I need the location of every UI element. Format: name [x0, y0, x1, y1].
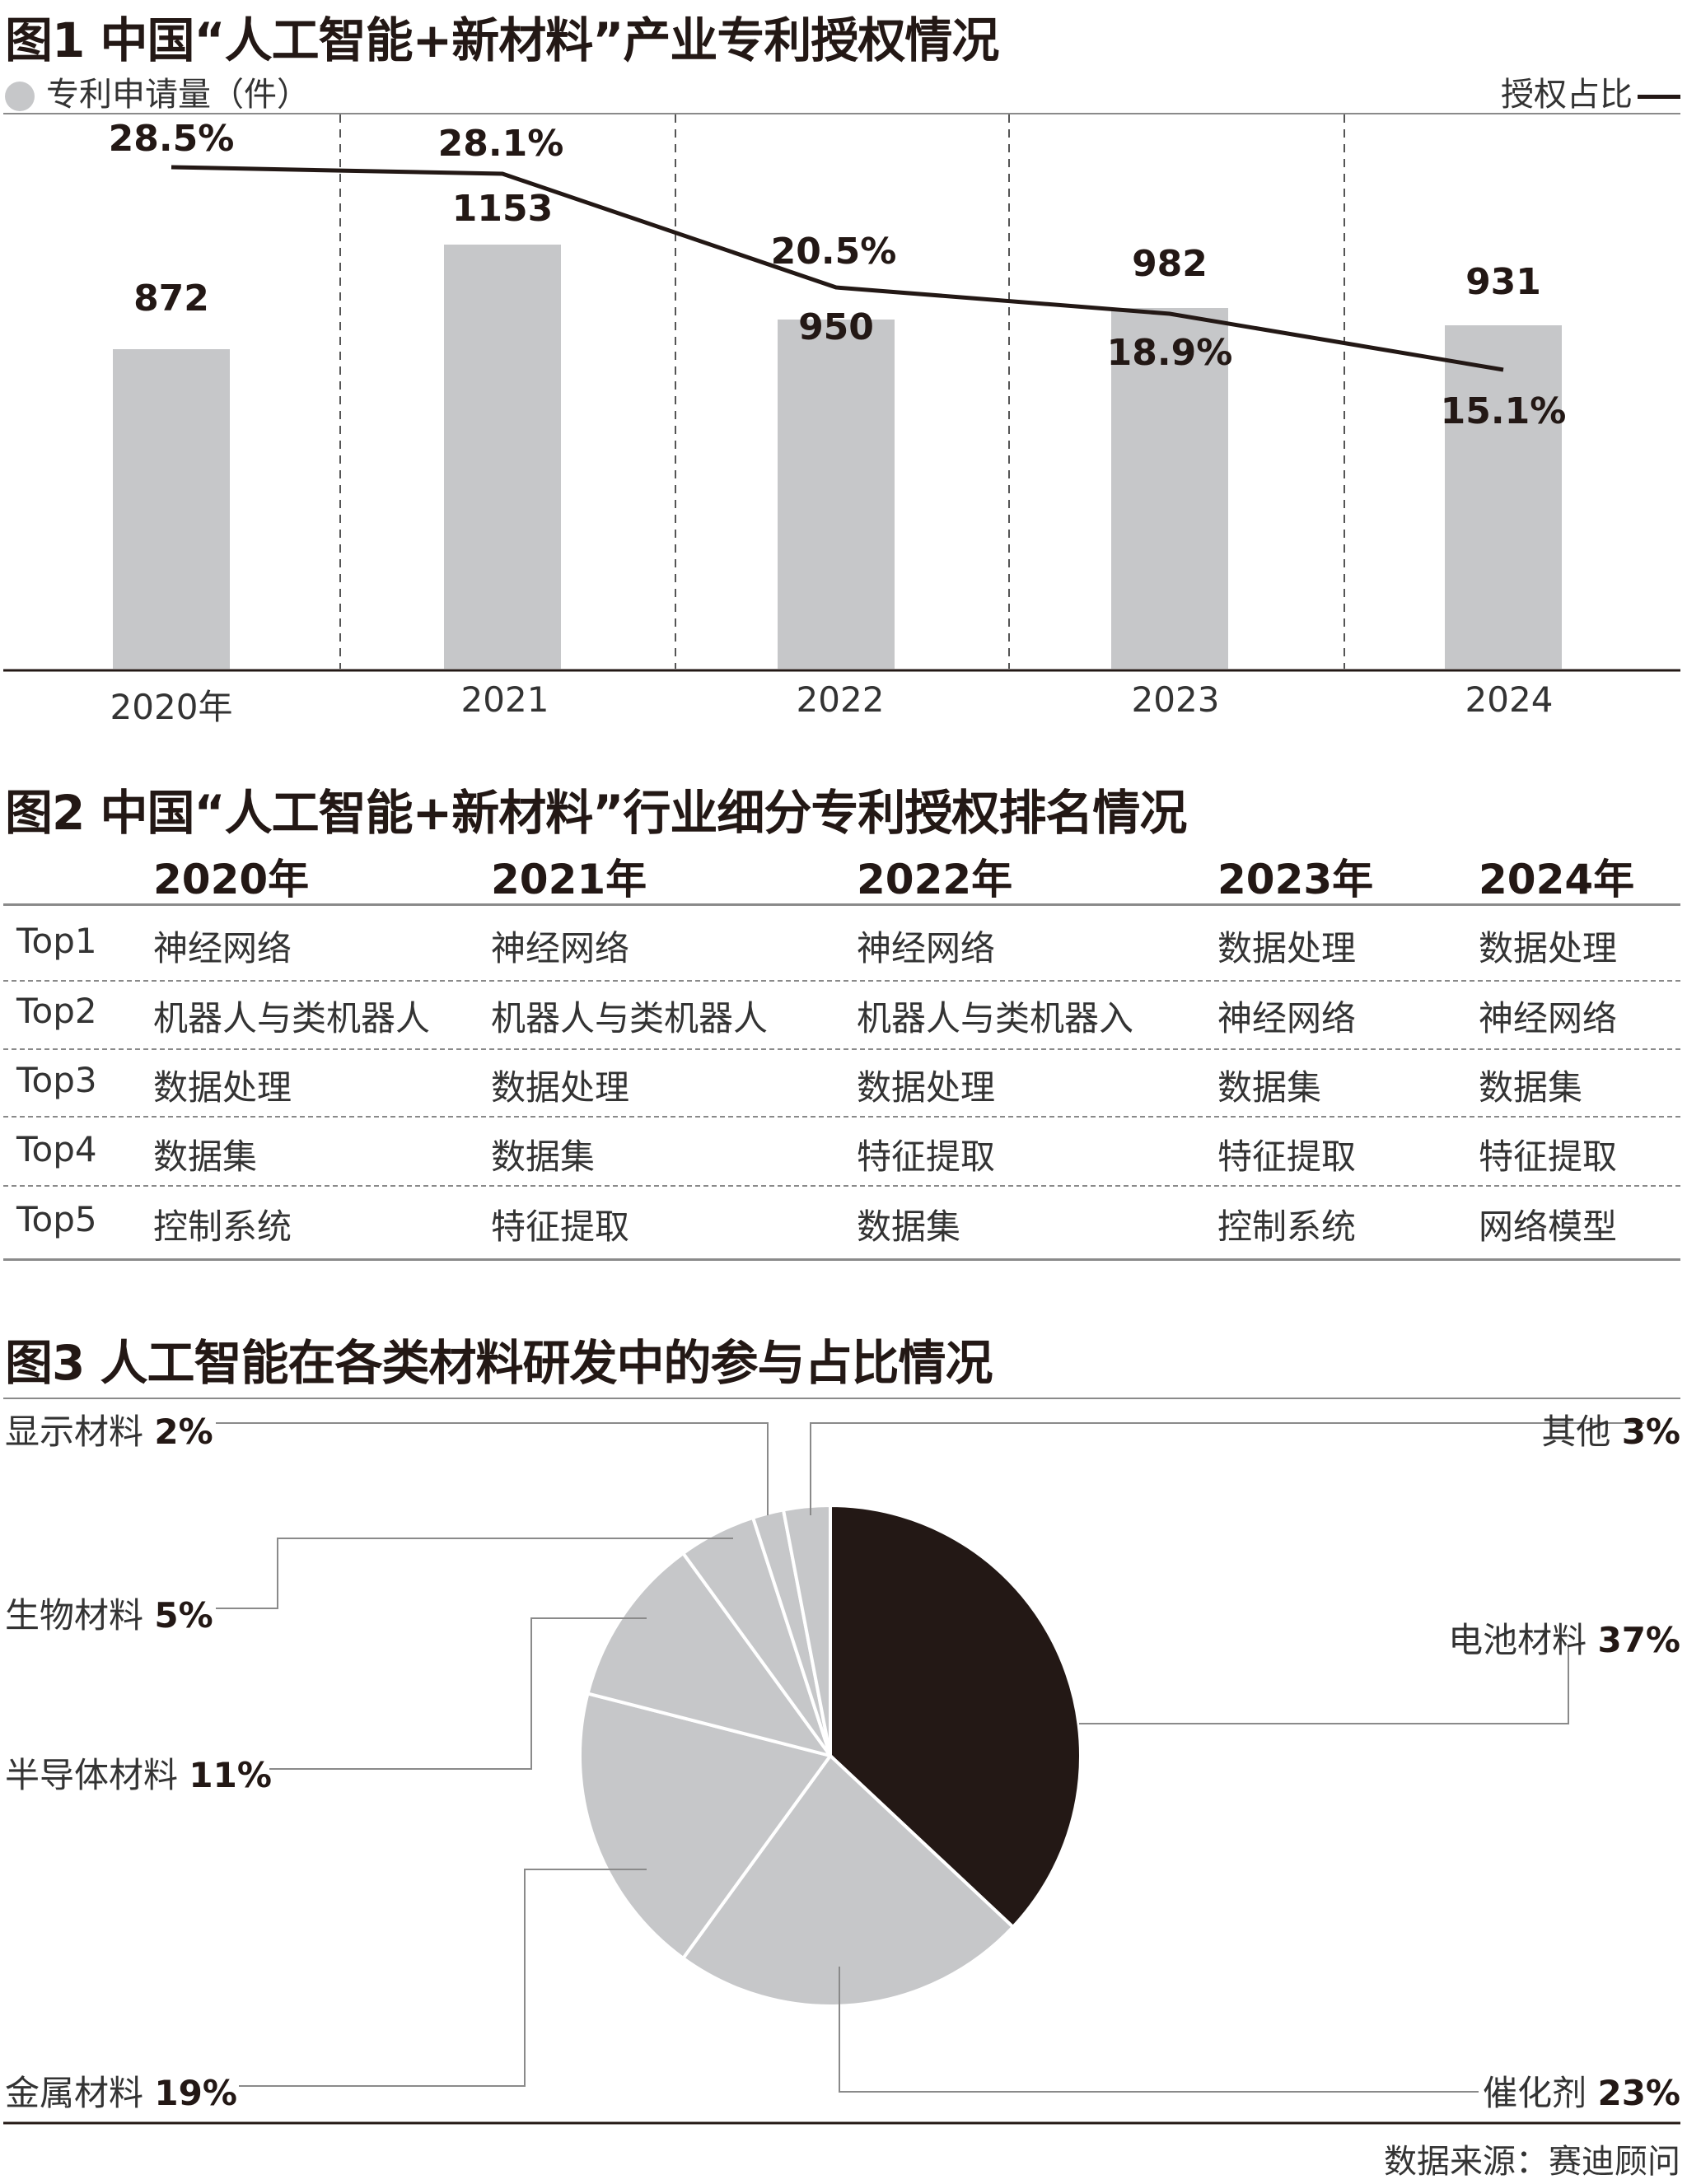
legend-bar-label: 专利申请量（件） [46, 76, 310, 114]
cell: 特征提取 [1479, 1136, 1618, 1177]
row-divider [3, 980, 1680, 982]
table-header-rule [3, 903, 1680, 906]
cell: 数据处理 [153, 1067, 292, 1108]
x-label-2024: 2024 [1465, 679, 1554, 720]
cell: 特征提取 [857, 1136, 996, 1177]
cell: 神经网络 [857, 928, 996, 968]
row-divider [3, 1048, 1680, 1050]
bar-2022 [778, 320, 895, 669]
cell: 神经网络 [153, 928, 292, 968]
x-label-2023: 2023 [1131, 679, 1220, 720]
ratio-value-2024: 15.1% [1440, 390, 1567, 432]
rank-label: Top1 [16, 921, 97, 961]
pie-label-display: 显示材料 2% [5, 1412, 213, 1452]
legend-line-label: 授权占比 [1501, 76, 1633, 114]
cell: 控制系统 [153, 1206, 292, 1247]
figure1-title: 图1 中国“人工智能+新材料”产业专利授权情况 [5, 12, 999, 68]
slice-catalyst [681, 1754, 1015, 2008]
ratio-line [171, 165, 1504, 372]
bar-2023 [1111, 308, 1228, 669]
x-label-2022: 2022 [796, 679, 885, 720]
table-row: Top5 控制系统 特征提取 数据集 控制系统 网络模型 [0, 1199, 1687, 1247]
table-bottom-rule [3, 1258, 1680, 1261]
legend-line: 授权占比 [1501, 68, 1680, 115]
cell: 数据集 [491, 1136, 596, 1177]
bar-value-2022: 950 [798, 306, 874, 348]
table-row: Top4 数据集 数据集 特征提取 特征提取 特征提取 [0, 1129, 1687, 1177]
cell: 神经网络 [1217, 998, 1357, 1038]
rank-label: Top4 [16, 1129, 97, 1169]
bars [113, 245, 1562, 669]
rank-label: Top2 [16, 991, 97, 1031]
x-label-2020: 2020年 [110, 687, 233, 727]
year-separators [339, 114, 1345, 669]
cell: 网络模型 [1479, 1206, 1618, 1247]
leader-lines [216, 1422, 1644, 2093]
row-divider [3, 1185, 1680, 1187]
bar-2024 [1445, 325, 1562, 669]
cell: 特征提取 [1217, 1136, 1357, 1177]
cell: 机器人与类机器人 [491, 998, 769, 1038]
cell: 机器人与类机器人 [153, 998, 431, 1038]
legend-bar-swatch-icon [5, 82, 35, 111]
figure3-top-rule [3, 1398, 1680, 1399]
pie-label-battery: 电池材料 37% [1448, 1620, 1680, 1660]
figure3-title: 图3 人工智能在各类材料研发中的参与占比情况 [5, 1335, 993, 1391]
legend-bar: 专利申请量（件） [5, 68, 310, 115]
cell: 数据集 [1479, 1067, 1583, 1108]
bar-value-2024: 931 [1465, 261, 1541, 303]
ratio-value-2021: 28.1% [437, 123, 564, 165]
cell: 控制系统 [1217, 1206, 1357, 1247]
pie-label-catalyst: 催化剂 23% [1483, 2073, 1680, 2113]
figure1-top-rule [3, 113, 1680, 114]
cell: 数据处理 [857, 1067, 996, 1108]
x-label-2021: 2021 [460, 679, 549, 720]
rank-label: Top3 [16, 1060, 97, 1100]
col-header-2024: 2024年 [1479, 856, 1635, 903]
table-row: Top1 神经网络 神经网络 神经网络 数据处理 数据处理 [0, 921, 1687, 968]
col-header-2021: 2021年 [491, 856, 647, 903]
ratio-value-2020: 28.5% [108, 118, 235, 160]
slice-metal [577, 1692, 832, 1960]
cell: 数据集 [857, 1206, 961, 1247]
ratio-value-2023: 18.9% [1106, 332, 1233, 374]
slice-battery [829, 1504, 1082, 1929]
bar-value-2023: 982 [1132, 243, 1208, 285]
legend-line-swatch-icon [1638, 94, 1680, 99]
cell: 特征提取 [491, 1206, 630, 1247]
table-row: Top3 数据处理 数据处理 数据处理 数据集 数据集 [0, 1060, 1687, 1108]
pie-label-metal: 金属材料 19% [5, 2073, 237, 2113]
cell: 数据集 [1217, 1067, 1322, 1108]
cell: 神经网络 [491, 928, 630, 968]
bar-2021 [444, 245, 561, 669]
figure1-plot [3, 114, 1680, 672]
slice-semiconductor [586, 1552, 832, 1757]
cell: 神经网络 [1479, 998, 1618, 1038]
col-header-2023: 2023年 [1217, 856, 1374, 903]
cell: 数据处理 [1479, 928, 1618, 968]
cell: 数据处理 [491, 1067, 630, 1108]
bar-2020 [113, 349, 230, 669]
row-divider [3, 1116, 1680, 1118]
data-source: 数据来源：赛迪顾问 [1384, 2143, 1680, 2181]
ratio-value-2022: 20.5% [770, 231, 897, 273]
cell: 数据集 [153, 1136, 258, 1177]
cell: 数据处理 [1217, 928, 1357, 968]
bar-value-2021: 1153 [451, 188, 554, 230]
bar-value-2020: 872 [133, 278, 209, 320]
col-header-2020: 2020年 [153, 856, 310, 903]
slice-other [782, 1504, 832, 1757]
table-row: Top2 机器人与类机器人 机器人与类机器人 机器人与类机器入 神经网络 神经网… [0, 991, 1687, 1038]
rank-label: Top5 [16, 1199, 97, 1239]
figure2-title: 图2 中国“人工智能+新材料”行业细分专利授权排名情况 [5, 785, 1187, 841]
pie-label-other: 其他 3% [1541, 1412, 1680, 1452]
col-header-2022: 2022年 [857, 856, 1013, 903]
pie-label-bio: 生物材料 5% [5, 1595, 213, 1636]
cell: 机器人与类机器入 [857, 998, 1134, 1038]
pie-label-semiconductor: 半导体材料 11% [5, 1755, 272, 1795]
